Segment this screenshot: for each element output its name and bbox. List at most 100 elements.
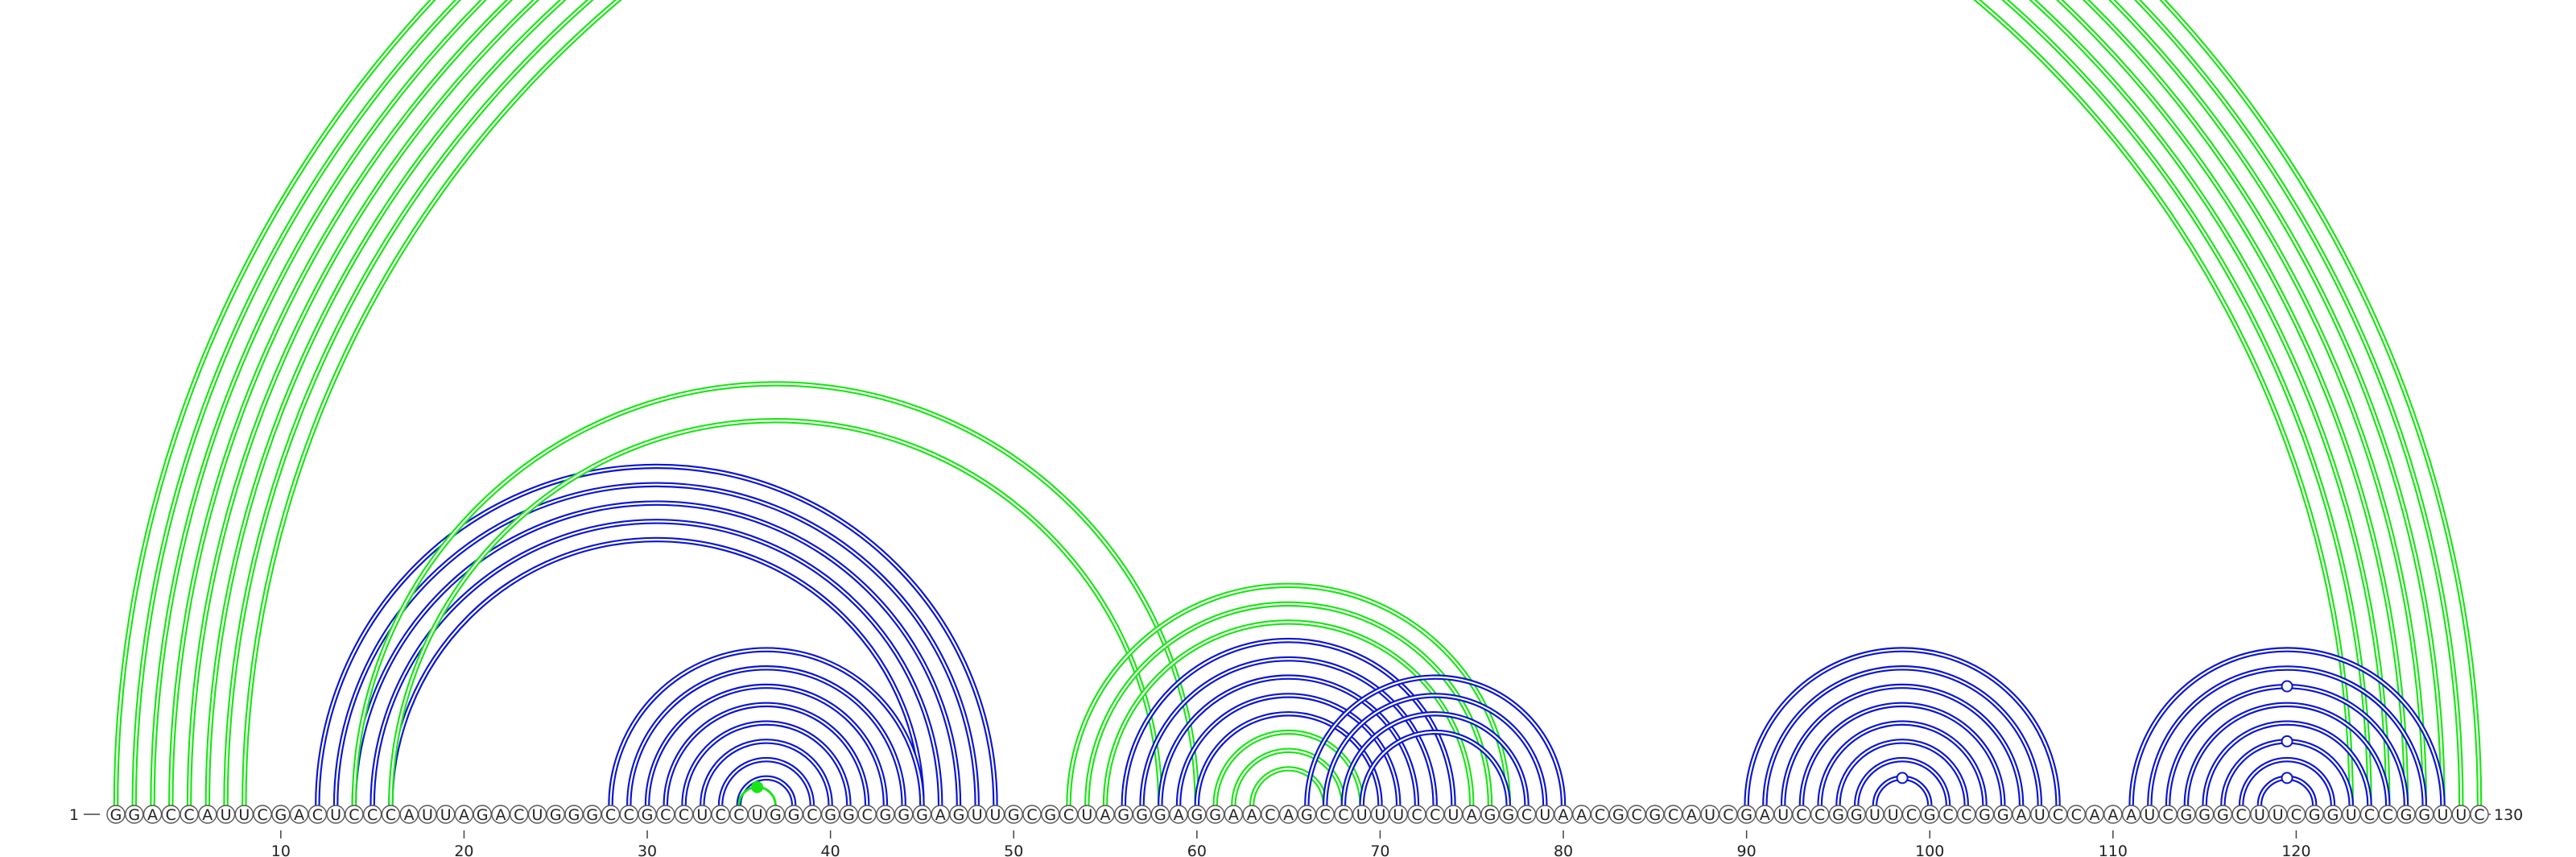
nucleotide-circle xyxy=(2158,805,2178,824)
nucleotide: U xyxy=(2030,805,2050,824)
nucleotide: U xyxy=(1370,805,1390,824)
tick-label: 20 xyxy=(454,843,473,857)
nucleotide-letter: G xyxy=(2401,806,2413,824)
marker-layer xyxy=(751,680,2293,793)
nucleotide: G xyxy=(766,805,786,824)
nucleotide-circle xyxy=(1426,805,1445,824)
nucleotide: G xyxy=(564,805,584,824)
nucleotide-circle xyxy=(2085,805,2104,824)
nucleotide-letter: C xyxy=(184,806,194,824)
nucleotide: C xyxy=(1792,805,1811,824)
arc-core-helix-90-107 xyxy=(1745,648,2059,806)
nucleotide-circle xyxy=(583,805,602,824)
nucleotide-circle xyxy=(766,805,786,824)
arc-core-helix-12-49 xyxy=(390,538,923,806)
nucleotide-circle xyxy=(1297,805,1317,824)
nucleotide-circle xyxy=(1370,805,1390,824)
nucleotide: C xyxy=(1719,805,1738,824)
arc-helix-90-107 xyxy=(1798,702,2006,806)
nucleotide-letter: C xyxy=(514,806,524,824)
nucleotide-letter: C xyxy=(2364,806,2375,824)
nucleotide-circle xyxy=(125,805,144,824)
nucleotide: C xyxy=(2048,805,2068,824)
nucleotide-circle xyxy=(1480,805,1500,824)
nucleotide-letter: A xyxy=(2107,806,2118,824)
nucleotide-letter: U xyxy=(422,806,433,824)
nucleotide-letter: G xyxy=(843,806,855,824)
nucleotide-circle xyxy=(564,805,584,824)
nucleotide-circle xyxy=(546,805,565,824)
nucleotide: C xyxy=(2066,805,2087,824)
nucleotide-circle xyxy=(1554,805,1573,824)
nucleotide: A xyxy=(454,805,474,824)
arc-core-helix-12-49 xyxy=(371,520,942,806)
nucleotide: U xyxy=(1700,805,1719,824)
nucleotide-circle xyxy=(271,805,291,824)
nucleotide-circle xyxy=(1975,805,1995,824)
arc-core-helix-90-107 xyxy=(1782,685,2023,806)
nucleotide-circle xyxy=(1884,805,1903,824)
nucleotide-circle xyxy=(2250,805,2269,824)
nucleotide: A xyxy=(142,805,163,824)
nucleotide-letter: G xyxy=(1979,806,1991,824)
nucleotide-letter: C xyxy=(2053,806,2063,824)
nucleotide-circle xyxy=(1828,805,1848,824)
tick-label: 120 xyxy=(2281,843,2310,857)
arc-core-helix-28-45 xyxy=(719,759,813,806)
marker-119a xyxy=(2281,772,2293,785)
nucleotide-letter: A xyxy=(2017,806,2027,824)
nucleotide: A xyxy=(1242,805,1261,824)
arc-helix-111-128 xyxy=(2183,702,2391,806)
tick-label: 30 xyxy=(638,843,657,857)
nucleotide-letter: G xyxy=(1612,806,1624,824)
nucleotide-letter: G xyxy=(568,806,580,824)
nucleotide: G xyxy=(820,805,840,824)
nucleotide: A xyxy=(1462,805,1481,824)
nucleotide-letter: G xyxy=(275,806,287,824)
nucleotide-circle xyxy=(857,805,877,824)
nucleotide-circle xyxy=(894,805,914,824)
nucleotide-circle xyxy=(876,805,895,824)
tick-label: 80 xyxy=(1554,843,1573,857)
nucleotide: A xyxy=(399,805,419,824)
nucleotide-circle xyxy=(2048,805,2068,824)
nucleotide-circle xyxy=(1608,805,1629,824)
nucleotide: A xyxy=(931,805,950,824)
nucleotide-circle xyxy=(362,805,382,824)
nucleotide: G xyxy=(473,805,492,824)
nucleotide: A xyxy=(1554,805,1573,824)
arc-pseudoknot-outer xyxy=(186,0,2409,806)
nucleotide-circle xyxy=(2451,805,2471,824)
nucleotide: G xyxy=(271,805,291,824)
nucleotide: G xyxy=(583,805,602,824)
nucleotide-letter: C xyxy=(166,806,176,824)
nucleotide-circle xyxy=(1517,805,1537,824)
nucleotide-letter: C xyxy=(2071,806,2082,824)
nucleotide-letter: G xyxy=(2327,806,2339,824)
nucleotide-letter: G xyxy=(2181,806,2193,824)
nucleotide-letter: G xyxy=(2309,806,2321,824)
arc-core-pseudoknot-outer xyxy=(243,0,2352,806)
nucleotide-circle xyxy=(711,805,730,824)
nucleotide-circle xyxy=(1590,805,1610,824)
nucleotide-letter: G xyxy=(1044,806,1056,824)
nucleotide-letter: U xyxy=(2273,806,2284,824)
nucleotide-circle xyxy=(1535,805,1554,824)
nucleotide: U xyxy=(1773,805,1793,824)
nucleotide: C xyxy=(857,805,877,824)
nucleotide-letter: A xyxy=(1228,806,1239,824)
nucleotide-letter: A xyxy=(294,806,304,824)
nucleotide: U xyxy=(326,805,345,824)
nucleotide: C xyxy=(381,805,401,824)
nucleotide-letter: C xyxy=(386,806,396,824)
nucleotide: G xyxy=(1847,805,1866,824)
nucleotide-circle xyxy=(1132,805,1152,824)
nucleotide: C xyxy=(362,805,382,824)
nucleotide: C xyxy=(711,805,730,824)
nucleotide-circle xyxy=(216,805,236,824)
nucleotide-letter: C xyxy=(1411,806,1422,824)
nucleotide-letter: A xyxy=(147,806,158,824)
nucleotide-letter: C xyxy=(349,806,359,824)
nucleotide-letter: G xyxy=(1740,806,1752,824)
